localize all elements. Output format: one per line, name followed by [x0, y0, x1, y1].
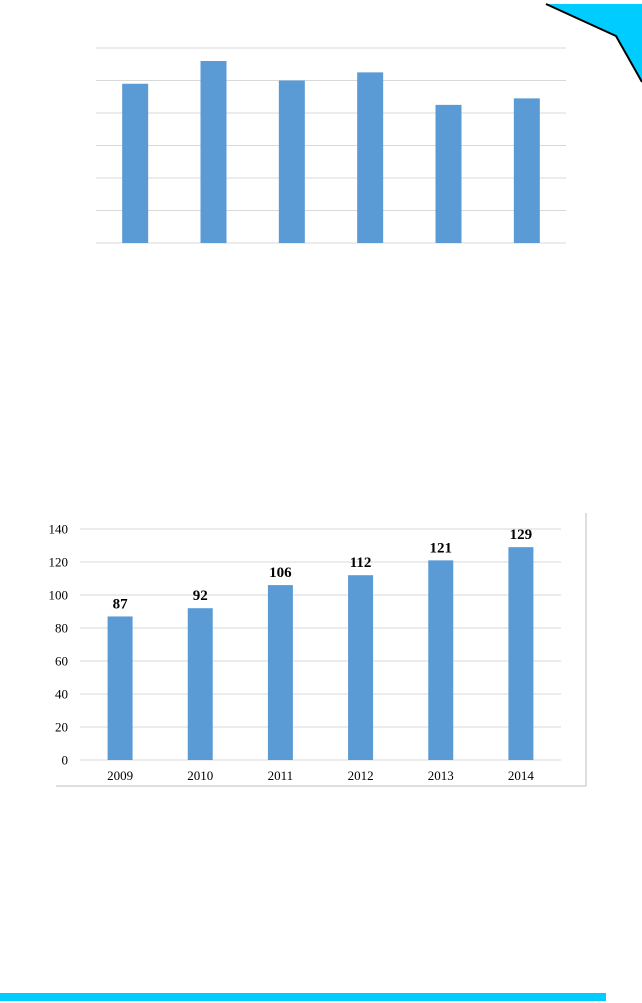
bar — [348, 575, 374, 760]
data-label: 92 — [193, 588, 208, 604]
y-tick-label: 40 — [55, 687, 68, 702]
y-tick-label: 0 — [62, 753, 69, 768]
y-tick-label: 140 — [49, 522, 69, 537]
bar — [267, 585, 293, 760]
bar — [107, 616, 133, 760]
bar — [187, 608, 213, 760]
data-label: 121 — [430, 540, 453, 556]
data-label: 87 — [113, 596, 129, 612]
bar — [357, 72, 384, 243]
top-bar-chart — [96, 47, 566, 244]
x-tick-label: 2012 — [348, 768, 374, 783]
y-tick-label: 120 — [49, 555, 69, 570]
corner-accent-outline — [545, 3, 642, 83]
bar — [200, 61, 227, 243]
x-tick-label: 2013 — [428, 768, 454, 783]
x-tick-label: 2010 — [187, 768, 213, 783]
bar — [513, 98, 540, 243]
x-tick-label: 2011 — [268, 768, 294, 783]
bar — [508, 547, 534, 760]
y-tick-label: 20 — [55, 720, 68, 735]
data-label: 106 — [269, 565, 292, 581]
y-tick-label: 80 — [55, 621, 68, 636]
data-label: 112 — [350, 555, 372, 571]
y-tick-label: 100 — [49, 588, 69, 603]
bottom-bar-chart: 0 20 40 60 80 100 120 140 87 2009 92 2010 106 2011 112… — [49, 513, 587, 787]
bar — [122, 83, 149, 243]
x-tick-label: 2009 — [107, 768, 133, 783]
bar — [435, 104, 462, 243]
x-tick-label: 2014 — [508, 768, 535, 783]
bar — [428, 560, 454, 760]
corner-accent-shape — [548, 4, 642, 82]
data-label: 129 — [510, 527, 533, 543]
y-tick-label: 60 — [55, 654, 68, 669]
bar — [278, 80, 305, 243]
bottom-accent-stripe — [0, 993, 606, 1001]
